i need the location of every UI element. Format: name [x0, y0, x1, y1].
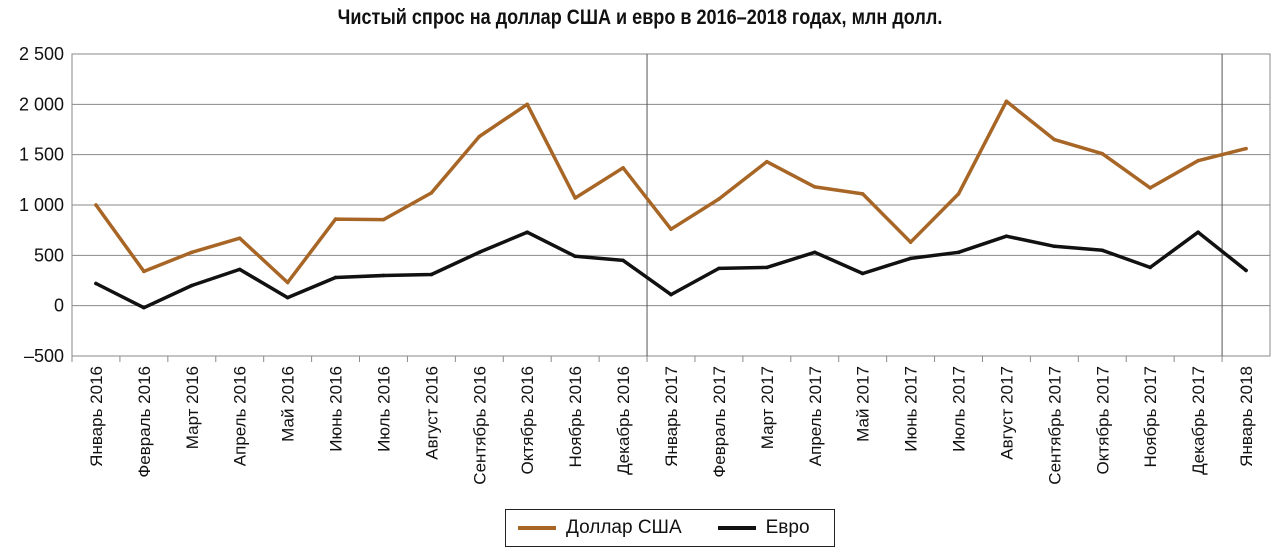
data-point-eur [285, 295, 290, 300]
legend-item-usd: Доллар США [506, 517, 682, 539]
data-point-eur [333, 275, 338, 280]
x-tick-label: Август 2017 [997, 366, 1016, 460]
x-tick-label: Январь 2017 [662, 366, 681, 467]
data-point-eur [1148, 265, 1152, 270]
data-point-eur [1100, 248, 1105, 253]
x-tick-label: Декабрь 2017 [1189, 366, 1208, 475]
data-point-usd [429, 191, 434, 195]
y-tick-label: 2 000 [19, 94, 64, 114]
data-point-usd [381, 217, 386, 222]
x-tick-label: Июль 2017 [950, 366, 969, 452]
x-tick-label: Май 2016 [279, 366, 298, 442]
data-point-eur [621, 258, 625, 263]
legend-swatch-eur [717, 526, 756, 530]
line-chart: –500 0 500 1 000 1 500 2 000 2 500 Январь 2016 Ф… [19, 44, 1271, 485]
y-tick-label: 1 500 [19, 145, 64, 165]
data-point-usd [285, 280, 290, 285]
data-point-eur [669, 292, 673, 297]
plot-frame [71, 53, 1271, 357]
data-point-eur [1004, 234, 1009, 239]
data-point-eur [812, 250, 817, 255]
data-point-usd [190, 250, 194, 255]
legend-label-eur: Евро [765, 517, 810, 538]
data-point-eur [956, 250, 961, 255]
x-tick-label: Октябрь 2016 [518, 366, 537, 474]
data-point-eur [573, 254, 577, 259]
data-point-eur [477, 250, 482, 255]
legend-item-eur: Евро [682, 517, 810, 539]
x-tick-label: Июль 2016 [374, 366, 393, 452]
data-point-usd [142, 269, 146, 274]
data-point-eur [860, 271, 865, 276]
y-tick-label: 1 000 [19, 195, 64, 215]
x-tick-label: Август 2016 [422, 366, 441, 460]
data-point-usd [669, 227, 673, 231]
chart-legend: Доллар США Евро [505, 509, 835, 547]
data-point-usd [621, 165, 625, 170]
x-tick-label: Сентябрь 2017 [1045, 366, 1064, 485]
data-point-usd [333, 217, 338, 221]
data-point-eur [908, 256, 913, 261]
x-tick-label: Апрель 2016 [231, 366, 250, 466]
y-tick-label: 0 [54, 296, 64, 316]
data-point-usd [525, 102, 530, 107]
data-point-usd [765, 159, 769, 164]
data-point-eur [381, 273, 386, 278]
data-point-eur [142, 305, 146, 310]
x-tick-label: Февраль 2017 [710, 366, 729, 478]
x-tick-label: Июнь 2016 [327, 366, 346, 452]
data-point-eur [429, 272, 434, 277]
chart-title: Чистый спрос на доллар США и евро в 2016… [337, 6, 943, 29]
data-point-usd [812, 185, 817, 189]
data-point-eur [1196, 230, 1200, 234]
y-tick-label: –500 [24, 346, 64, 366]
data-point-usd [237, 236, 242, 241]
data-point-eur [525, 230, 530, 234]
x-tick-label: Май 2017 [854, 366, 873, 442]
data-point-usd [1004, 99, 1009, 104]
x-tick-label: Сентябрь 2016 [470, 366, 489, 485]
data-point-eur [190, 283, 194, 288]
data-point-usd [1100, 151, 1105, 156]
legend-label-usd: Доллар США [566, 517, 682, 538]
x-tick-label: Март 2016 [183, 366, 202, 449]
y-tick-label: 500 [34, 245, 64, 265]
data-point-usd [477, 134, 482, 139]
data-point-eur [765, 265, 769, 270]
data-point-usd [717, 197, 721, 201]
data-point-usd [1052, 137, 1057, 142]
data-point-usd [908, 240, 913, 245]
data-point-usd [573, 196, 577, 200]
data-point-eur [237, 267, 242, 272]
data-point-usd [956, 192, 961, 196]
x-tick-label: Ноябрь 2016 [566, 366, 585, 468]
x-tick-label: Февраль 2016 [135, 366, 154, 478]
legend-swatch-usd [518, 526, 556, 530]
data-point-eur [1244, 268, 1248, 273]
data-point-usd [1244, 146, 1248, 151]
x-tick-label: Декабрь 2016 [614, 366, 633, 475]
data-point-eur [717, 266, 721, 271]
y-tick-label: 2 500 [19, 44, 64, 64]
data-point-usd [94, 203, 98, 207]
x-tick-label: Январь 2018 [1237, 366, 1256, 467]
x-tick-label: Март 2017 [758, 366, 777, 449]
x-tick-label: Ноябрь 2017 [1141, 366, 1160, 468]
data-point-eur [94, 281, 98, 286]
data-point-usd [860, 192, 865, 196]
x-tick-label: Июнь 2017 [902, 366, 921, 452]
data-point-eur [1052, 244, 1057, 249]
x-tick-label: Январь 2016 [87, 366, 106, 467]
data-point-usd [1196, 158, 1200, 163]
data-point-usd [1148, 186, 1152, 190]
x-tick-label: Октябрь 2017 [1093, 366, 1112, 474]
x-tick-label: Апрель 2017 [806, 366, 825, 466]
